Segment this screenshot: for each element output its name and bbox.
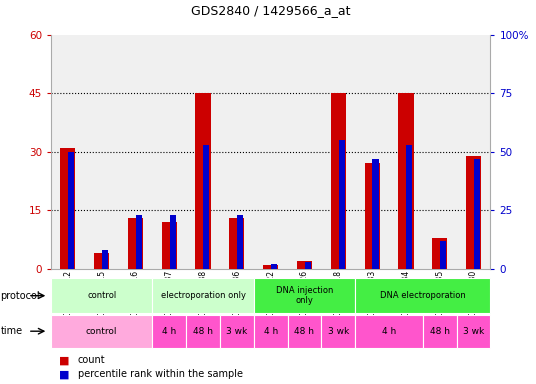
Bar [355, 315, 423, 348]
Bar [364, 164, 379, 269]
Bar [68, 152, 75, 269]
Text: 4 h: 4 h [162, 327, 176, 336]
Text: ■: ■ [59, 369, 70, 379]
Text: 3 wk: 3 wk [327, 327, 349, 336]
Text: 3 wk: 3 wk [226, 327, 248, 336]
Bar [229, 218, 244, 269]
Text: 48 h: 48 h [430, 327, 450, 336]
Text: 3 wk: 3 wk [463, 327, 484, 336]
Bar [339, 140, 345, 269]
Bar [169, 215, 176, 269]
Bar [152, 315, 186, 348]
Bar [51, 315, 152, 348]
Bar [466, 156, 481, 269]
Bar [331, 93, 346, 269]
Bar [237, 215, 243, 269]
Text: GDS2840 / 1429566_a_at: GDS2840 / 1429566_a_at [191, 4, 351, 17]
Text: control: control [87, 291, 116, 300]
Text: DNA injection
only: DNA injection only [276, 286, 333, 305]
Text: control: control [86, 327, 117, 336]
Text: time: time [1, 326, 23, 336]
Bar [220, 315, 254, 348]
Text: 48 h: 48 h [193, 327, 213, 336]
Bar [162, 222, 177, 269]
Text: count: count [78, 355, 106, 365]
Bar [263, 265, 278, 269]
Bar [102, 250, 108, 269]
Bar [297, 261, 312, 269]
Bar [94, 253, 109, 269]
Bar [355, 278, 490, 313]
Text: ■: ■ [59, 355, 70, 365]
Bar [186, 315, 220, 348]
Bar [440, 241, 446, 269]
Bar [128, 218, 143, 269]
Bar [457, 315, 490, 348]
Bar [322, 315, 355, 348]
Text: protocol: protocol [1, 291, 40, 301]
Text: electroporation only: electroporation only [161, 291, 245, 300]
Bar [288, 315, 322, 348]
Text: 4 h: 4 h [264, 327, 278, 336]
Bar [60, 148, 76, 269]
Text: percentile rank within the sample: percentile rank within the sample [78, 369, 243, 379]
Bar [474, 159, 480, 269]
Bar [373, 159, 378, 269]
Bar [305, 262, 311, 269]
Bar [152, 278, 254, 313]
Bar [254, 278, 355, 313]
Bar [423, 315, 457, 348]
Text: 4 h: 4 h [382, 327, 396, 336]
Bar [432, 238, 448, 269]
Text: DNA electroporation: DNA electroporation [380, 291, 466, 300]
Bar [398, 93, 413, 269]
Bar [254, 315, 288, 348]
Bar [203, 145, 210, 269]
Bar [136, 215, 142, 269]
Bar [196, 93, 211, 269]
Bar [271, 264, 277, 269]
Bar [406, 145, 412, 269]
Bar [51, 278, 152, 313]
Text: 48 h: 48 h [294, 327, 315, 336]
